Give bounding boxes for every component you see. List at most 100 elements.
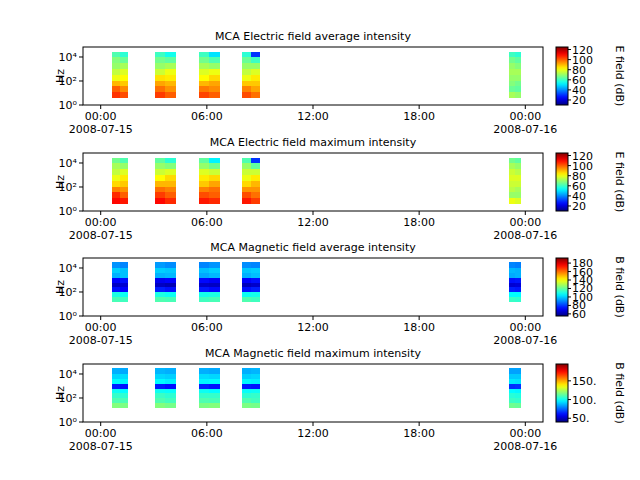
cell	[242, 393, 251, 398]
y-tick	[79, 105, 83, 106]
x-tick-label: 06:00	[191, 110, 223, 123]
cell	[165, 379, 176, 384]
x-tick	[206, 422, 207, 426]
cell	[242, 63, 251, 69]
cell	[242, 92, 251, 98]
colorbar-tick	[568, 380, 571, 381]
cell	[515, 393, 521, 398]
cell	[209, 268, 220, 273]
cell	[251, 374, 260, 379]
y-axis-label: Hz	[54, 386, 67, 400]
cell	[515, 187, 521, 192]
cell	[199, 283, 209, 288]
cell	[242, 398, 251, 403]
cell	[112, 69, 120, 75]
cell	[515, 379, 521, 384]
cell	[509, 52, 515, 57]
cell	[242, 86, 251, 92]
cell	[242, 292, 251, 297]
cell	[120, 92, 128, 98]
cell	[515, 175, 521, 181]
cell	[509, 374, 515, 379]
cell	[155, 278, 165, 283]
cell	[209, 278, 220, 283]
cell	[509, 63, 515, 69]
cell	[112, 278, 120, 283]
cell	[242, 278, 251, 283]
y-tick-label: 10⁴	[59, 368, 78, 381]
cell	[120, 374, 128, 379]
cell	[515, 389, 521, 394]
cell	[155, 81, 165, 86]
cell	[112, 75, 120, 81]
y-tick-label: 10⁴	[59, 262, 78, 275]
cell	[242, 187, 251, 192]
colorbar-tick	[568, 205, 571, 206]
cell	[120, 86, 128, 92]
panel-title: MCA Electric field average intensity	[215, 30, 411, 43]
y-tick	[79, 211, 83, 212]
colorbar	[556, 47, 568, 105]
cell	[515, 398, 521, 403]
x-tick-label: 12:00	[297, 427, 329, 440]
x-tick-label-line: 18:00	[403, 321, 435, 334]
cell	[120, 292, 128, 297]
cell	[199, 292, 209, 297]
cell	[242, 262, 251, 268]
x-tick	[525, 105, 526, 109]
cell	[155, 163, 165, 169]
x-tick-label-line: 00:00	[85, 427, 117, 440]
cell	[509, 384, 515, 389]
cell	[112, 169, 120, 175]
cell	[155, 158, 165, 163]
cell	[509, 262, 515, 268]
cell	[112, 198, 120, 204]
cell	[165, 283, 176, 288]
x-tick-label-line: 18:00	[403, 427, 435, 440]
cell	[515, 384, 521, 389]
x-tick-label-line: 2008-07-15	[69, 229, 133, 242]
colorbar	[556, 364, 568, 422]
cell	[515, 158, 521, 163]
y-tick-label: 10⁰	[59, 99, 78, 112]
x-tick-label: 00:002008-07-16	[493, 216, 557, 242]
y-tick	[79, 373, 83, 374]
cell	[509, 198, 515, 204]
cell	[165, 63, 176, 69]
cell	[509, 283, 515, 288]
cell	[209, 75, 220, 81]
cell	[509, 389, 515, 394]
colorbar-tick	[568, 185, 571, 186]
cell	[251, 368, 260, 374]
cell	[209, 92, 220, 98]
cell	[112, 368, 120, 374]
x-tick-label: 00:002008-07-15	[69, 321, 133, 347]
x-tick-label-line: 18:00	[403, 216, 435, 229]
x-tick	[100, 422, 101, 426]
y-tick-label: 10⁰	[59, 416, 78, 429]
cell	[199, 163, 209, 169]
cell	[242, 384, 251, 389]
cell	[112, 175, 120, 181]
x-tick	[100, 211, 101, 215]
cell	[112, 163, 120, 169]
cell	[155, 384, 165, 389]
cell	[251, 398, 260, 403]
cell	[199, 403, 209, 408]
cell	[242, 389, 251, 394]
y-tick-label: 10⁴	[59, 157, 78, 170]
cell	[112, 273, 120, 278]
cell	[509, 292, 515, 297]
cell	[155, 292, 165, 297]
cell	[242, 175, 251, 181]
cell	[120, 379, 128, 384]
cell	[251, 292, 260, 297]
panel-title: MCA Electric field maximum intensity	[210, 136, 417, 149]
cell	[515, 75, 521, 81]
cell	[199, 158, 209, 163]
cell	[251, 262, 260, 268]
x-tick	[100, 105, 101, 109]
cell	[199, 169, 209, 175]
cell	[242, 379, 251, 384]
cell	[515, 283, 521, 288]
